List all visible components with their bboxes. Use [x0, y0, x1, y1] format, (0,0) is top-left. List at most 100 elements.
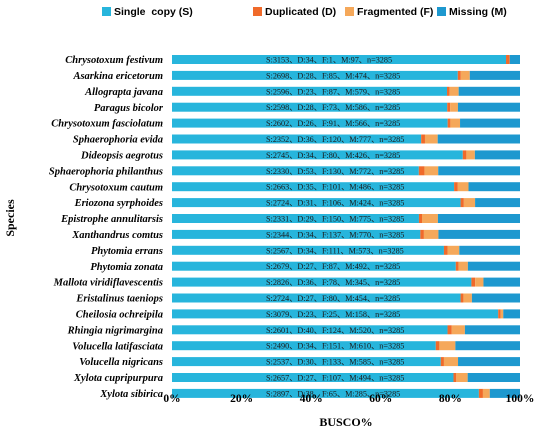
- bar-segment-single-copy-cheilosia-ochreipila: [172, 309, 499, 319]
- bar-segment-duplicated-chrysotoxum-fasciolatum: [447, 118, 451, 128]
- bar-segment-missing-volucella-nigricans: [458, 357, 520, 367]
- bar-segment-duplicated-paragus-bicolor: [447, 102, 451, 112]
- legend-swatch-missing: [437, 7, 446, 16]
- bar-phytomia-errans: [172, 245, 520, 255]
- bar-annotation-chrysotoxum-fasciolatum: S:2602、D:26、F:91、M:566、n=3285: [266, 119, 400, 128]
- bar-xylota-sibirica: [172, 388, 520, 398]
- bar-annotation-xylota-sibirica: S:2897、D:38、F:65、M:285、n=3285: [266, 389, 400, 398]
- bar-chrysotoxum-fasciolatum: [172, 118, 520, 128]
- bar-segment-duplicated-xylota-sibirica: [478, 388, 483, 398]
- bar-segment-missing-eristalinus-taeniops: [471, 293, 520, 303]
- bar-segment-missing-chrysotoxum-cautum: [468, 182, 520, 192]
- bar-segment-single-copy-paragus-bicolor: [172, 102, 448, 112]
- bar-segment-duplicated-volucella-nigricans: [440, 357, 444, 367]
- bar-annotation-xanthandrus-comtus: S:2344、D:34、F:137、M:770、n=3285: [266, 230, 404, 239]
- legend-label-fragmented: Fragmented (F): [357, 6, 433, 18]
- species-label-chrysotoxum-festivum: Chrysotoxum festivum: [65, 55, 163, 66]
- bar-segment-fragmented-eriozona-syrphoides: [463, 198, 476, 208]
- x-tick-2: 40%: [300, 393, 323, 405]
- species-label-xylota-cupripurpura: Xylota cupripurpura: [73, 373, 163, 384]
- bar-paragus-bicolor: [172, 102, 520, 112]
- bar-segment-single-copy-chrysotoxum-festivum: [172, 55, 507, 64]
- bar-sphaerophoria-philanthus: [172, 166, 520, 176]
- species-label-allograpta-javana: Allograpta javana: [84, 87, 163, 98]
- legend-label-missing: Missing (M): [449, 6, 507, 18]
- bar-segment-duplicated-eriozona-syrphoides: [460, 198, 464, 208]
- bar-segment-missing-xylota-sibirica: [489, 388, 520, 398]
- y-axis-title: Species: [3, 199, 17, 237]
- bar-segment-fragmented-allograpta-javana: [449, 86, 459, 96]
- bar-segment-single-copy-volucella-nigricans: [172, 357, 441, 367]
- species-label-asarkina-ericetorum: Asarkina ericetorum: [72, 71, 163, 82]
- species-label-phytomia-zonata: Phytomia zonata: [90, 262, 163, 273]
- bar-segment-fragmented-epistrophe-annulitarsis: [422, 214, 438, 223]
- bar-segment-missing-xanthandrus-comtus: [438, 229, 520, 239]
- bar-segment-fragmented-xanthandrus-comtus: [423, 229, 439, 239]
- bar-annotation-xylota-cupripurpura: S:2657、D:27、F:107、M:494、n=3285: [266, 374, 404, 383]
- bar-segment-duplicated-sphaerophoria-evida: [421, 134, 425, 144]
- bar-segment-fragmented-chrysotoxum-fasciolatum: [450, 118, 461, 128]
- bar-segment-missing-rhingia-nigrimargina: [464, 325, 520, 335]
- bar-annotation-paragus-bicolor: S:2598、D:28、F:73、M:586、n=3285: [266, 103, 400, 112]
- bar-segment-missing-chrysotoxum-festivum: [509, 55, 520, 64]
- legend: Single copy (S) Duplicated (D) Fragmente…: [102, 6, 507, 18]
- bar-mallota-viridiflavescentis: [172, 277, 520, 287]
- bar-segment-single-copy-volucella-latifasciata: [172, 341, 436, 351]
- legend-swatch-single-copy: [102, 7, 111, 16]
- species-label-mallota-viridiflavescentis: Mallota viridiflavescentis: [53, 278, 163, 289]
- species-label-eriozona-syrphoides: Eriozona syrphoides: [74, 198, 163, 209]
- bar-segment-single-copy-mallota-viridiflavescentis: [172, 277, 472, 287]
- bar-segment-fragmented-paragus-bicolor: [450, 102, 458, 112]
- bar-xanthandrus-comtus: [172, 229, 520, 239]
- x-axis-title: BUSCO%: [319, 415, 372, 429]
- bar-segment-fragmented-asarkina-ericetorum: [460, 70, 470, 80]
- legend-entry-missing: Missing (M): [437, 6, 507, 18]
- bar-annotations: S:3153、D:34、F:1、M:97、n=3285 S:2698、D:28、F…: [266, 56, 404, 399]
- bar-segment-fragmented-cheilosia-ochreipila: [500, 309, 504, 319]
- bar-segment-fragmented-eristalinus-taeniops: [463, 293, 472, 303]
- bar-segment-fragmented-volucella-nigricans: [443, 357, 459, 367]
- bar-xylota-cupripurpura: [172, 373, 520, 382]
- bar-segment-missing-epistrophe-annulitarsis: [437, 214, 520, 223]
- bar-segment-duplicated-epistrophe-annulitarsis: [418, 214, 423, 223]
- legend-entry-single-copy: Single copy (S): [102, 6, 193, 18]
- bar-segment-single-copy-sphaerophoria-evida: [172, 134, 422, 144]
- bar-segment-duplicated-xylota-cupripurpura: [453, 373, 457, 382]
- bar-segment-single-copy-xylota-cupripurpura: [172, 373, 454, 382]
- bar-cheilosia-ochreipila: [172, 309, 520, 319]
- bar-segment-fragmented-phytomia-zonata: [458, 261, 468, 271]
- bar-segment-missing-paragus-bicolor: [457, 102, 520, 112]
- bar-segment-fragmented-volucella-latifasciata: [439, 341, 456, 351]
- bar-phytomia-zonata: [172, 261, 520, 271]
- bar-eristalinus-taeniops: [172, 293, 520, 303]
- bar-eriozona-syrphoides: [172, 198, 520, 208]
- species-label-chrysotoxum-cautum: Chrysotoxum cautum: [69, 182, 163, 193]
- bar-segment-fragmented-sphaerophoria-evida: [424, 134, 438, 144]
- bar-segment-duplicated-phytomia-zonata: [455, 261, 459, 271]
- bar-segment-fragmented-dideopsis-aegrotus: [466, 150, 475, 160]
- species-labels: Chrysotoxum festivum Asarkina ericetorum A…: [49, 55, 164, 400]
- bar-segment-single-copy-allograpta-javana: [172, 86, 448, 96]
- bar-segment-duplicated-xanthandrus-comtus: [420, 229, 424, 239]
- x-tick-3: 60%: [369, 393, 392, 405]
- bar-segment-missing-xylota-cupripurpura: [467, 373, 520, 382]
- legend-label-duplicated: Duplicated (D): [265, 6, 336, 18]
- bar-segment-duplicated-mallota-viridiflavescentis: [471, 277, 476, 287]
- bar-segment-duplicated-sphaerophoria-philanthus: [418, 166, 425, 176]
- bar-annotation-dideopsis-aegrotus: S:2745、D:34、F:80、M:426、n=3285: [266, 151, 400, 160]
- bar-chrysotoxum-festivum: [172, 55, 520, 64]
- bar-segment-missing-asarkina-ericetorum: [469, 70, 520, 80]
- legend-entry-fragmented: Fragmented (F): [345, 6, 433, 18]
- bar-segment-duplicated-asarkina-ericetorum: [457, 70, 461, 80]
- bar-annotation-phytomia-zonata: S:2679、D:27、F:87、M:492、n=3285: [266, 262, 400, 271]
- bar-allograpta-javana: [172, 86, 520, 96]
- bar-segment-single-copy-asarkina-ericetorum: [172, 70, 458, 80]
- species-label-volucella-nigricans: Volucella nigricans: [79, 357, 163, 368]
- bar-segment-duplicated-volucella-latifasciata: [435, 341, 440, 351]
- species-label-volucella-latifasciata: Volucella latifasciata: [72, 341, 163, 352]
- bar-segment-duplicated-allograpta-javana: [447, 86, 450, 96]
- bar-annotation-epistrophe-annulitarsis: S:2331、D:29、F:150、M:775、n=3285: [266, 215, 404, 224]
- bar-segment-missing-phytomia-zonata: [467, 261, 520, 271]
- bar-segment-single-copy-dideopsis-aegrotus: [172, 150, 463, 160]
- species-label-xanthandrus-comtus: Xanthandrus comtus: [71, 230, 163, 241]
